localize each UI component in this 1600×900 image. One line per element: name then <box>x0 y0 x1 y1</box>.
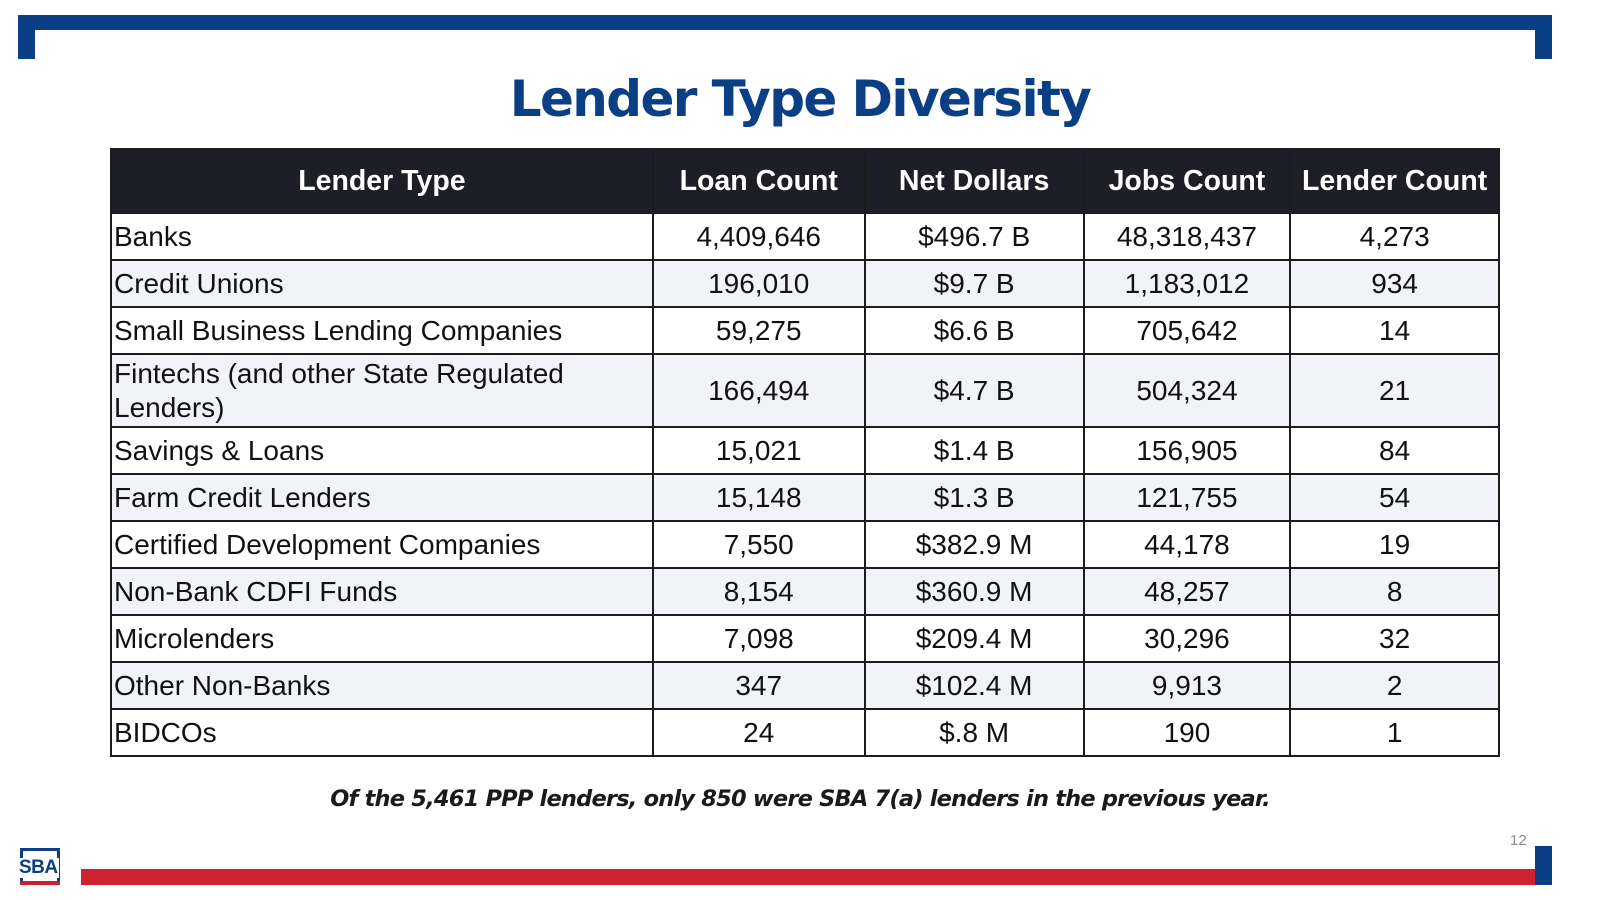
table-row: BIDCOs 24 $.8 M 190 1 <box>110 708 1500 757</box>
cell-jobs-count: 1,183,012 <box>1082 259 1292 308</box>
cell-lender-type: Non-Bank CDFI Funds <box>110 567 654 616</box>
bottom-right-blue-corner <box>1535 846 1552 885</box>
cell-net-dollars: $.8 M <box>863 708 1085 757</box>
cell-loan-count: 166,494 <box>651 353 866 428</box>
cell-lender-count: 21 <box>1289 353 1500 428</box>
cell-jobs-count: 190 <box>1082 708 1292 757</box>
cell-net-dollars: $102.4 M <box>863 661 1085 710</box>
top-frame-bar <box>18 15 1552 30</box>
cell-lender-type: Fintechs (and other State Regulated Lend… <box>110 353 654 428</box>
cell-jobs-count: 156,905 <box>1082 426 1292 475</box>
header-jobs-count: Jobs Count <box>1082 148 1292 214</box>
cell-net-dollars: $9.7 B <box>863 259 1085 308</box>
table-row: Credit Unions 196,010 $9.7 B 1,183,012 9… <box>110 259 1500 308</box>
cell-jobs-count: 504,324 <box>1082 353 1292 428</box>
cell-lender-count: 2 <box>1289 661 1500 710</box>
lender-type-table: Lender Type Loan Count Net Dollars Jobs … <box>110 148 1500 757</box>
header-lender-count: Lender Count <box>1289 148 1500 214</box>
cell-lender-count: 54 <box>1289 473 1500 522</box>
header-loan-count: Loan Count <box>651 148 866 214</box>
cell-jobs-count: 9,913 <box>1082 661 1292 710</box>
table-row: Certified Development Companies 7,550 $3… <box>110 520 1500 569</box>
table-row: Non-Bank CDFI Funds 8,154 $360.9 M 48,25… <box>110 567 1500 616</box>
cell-lender-type: Farm Credit Lenders <box>110 473 654 522</box>
cell-jobs-count: 705,642 <box>1082 306 1292 355</box>
cell-net-dollars: $209.4 M <box>863 614 1085 663</box>
cell-lender-count: 4,273 <box>1289 212 1500 261</box>
table-row: Farm Credit Lenders 15,148 $1.3 B 121,75… <box>110 473 1500 522</box>
table-row: Small Business Lending Companies 59,275 … <box>110 306 1500 355</box>
cell-lender-count: 14 <box>1289 306 1500 355</box>
cell-net-dollars: $6.6 B <box>863 306 1085 355</box>
slide-title: Lender Type Diversity <box>509 70 1092 128</box>
cell-lender-type: Savings & Loans <box>110 426 654 475</box>
cell-loan-count: 15,021 <box>651 426 866 475</box>
cell-lender-type: Banks <box>110 212 654 261</box>
cell-jobs-count: 30,296 <box>1082 614 1292 663</box>
cell-jobs-count: 121,755 <box>1082 473 1292 522</box>
sba-logo-flag-stripe <box>20 881 60 885</box>
cell-loan-count: 8,154 <box>651 567 866 616</box>
table-row: Microlenders 7,098 $209.4 M 30,296 32 <box>110 614 1500 663</box>
cell-lender-count: 19 <box>1289 520 1500 569</box>
cell-lender-count: 8 <box>1289 567 1500 616</box>
cell-jobs-count: 48,318,437 <box>1082 212 1292 261</box>
cell-lender-type: Microlenders <box>110 614 654 663</box>
cell-loan-count: 196,010 <box>651 259 866 308</box>
cell-jobs-count: 48,257 <box>1082 567 1292 616</box>
cell-net-dollars: $4.7 B <box>863 353 1085 428</box>
cell-lender-type: BIDCOs <box>110 708 654 757</box>
cell-loan-count: 347 <box>651 661 866 710</box>
cell-lender-type: Credit Unions <box>110 259 654 308</box>
page-number: 12 <box>1510 832 1527 849</box>
table-row: Other Non-Banks 347 $102.4 M 9,913 2 <box>110 661 1500 710</box>
cell-lender-type: Certified Development Companies <box>110 520 654 569</box>
cell-net-dollars: $1.4 B <box>863 426 1085 475</box>
cell-lender-count: 934 <box>1289 259 1500 308</box>
top-right-frame-corner <box>1535 15 1552 59</box>
table-row: Savings & Loans 15,021 $1.4 B 156,905 84 <box>110 426 1500 475</box>
footnote: Of the 5,461 PPP lenders, only 850 were … <box>330 786 1270 812</box>
cell-net-dollars: $1.3 B <box>863 473 1085 522</box>
top-left-frame-corner <box>18 15 35 59</box>
bottom-red-bar <box>81 869 1552 885</box>
cell-loan-count: 7,098 <box>651 614 866 663</box>
cell-loan-count: 59,275 <box>651 306 866 355</box>
table-header-row: Lender Type Loan Count Net Dollars Jobs … <box>110 148 1500 214</box>
sba-logo-text: SBA <box>18 857 59 878</box>
table-row: Fintechs (and other State Regulated Lend… <box>110 353 1500 428</box>
cell-jobs-count: 44,178 <box>1082 520 1292 569</box>
cell-loan-count: 4,409,646 <box>651 212 866 261</box>
table-row: Banks 4,409,646 $496.7 B 48,318,437 4,27… <box>110 212 1500 261</box>
cell-lender-count: 84 <box>1289 426 1500 475</box>
header-net-dollars: Net Dollars <box>863 148 1085 214</box>
sba-logo: SBA <box>18 848 66 888</box>
cell-lender-count: 32 <box>1289 614 1500 663</box>
cell-loan-count: 24 <box>651 708 866 757</box>
cell-net-dollars: $360.9 M <box>863 567 1085 616</box>
cell-net-dollars: $496.7 B <box>863 212 1085 261</box>
cell-lender-type: Other Non-Banks <box>110 661 654 710</box>
cell-loan-count: 15,148 <box>651 473 866 522</box>
cell-lender-type: Small Business Lending Companies <box>110 306 654 355</box>
cell-lender-count: 1 <box>1289 708 1500 757</box>
header-lender-type: Lender Type <box>110 148 654 214</box>
cell-loan-count: 7,550 <box>651 520 866 569</box>
cell-net-dollars: $382.9 M <box>863 520 1085 569</box>
